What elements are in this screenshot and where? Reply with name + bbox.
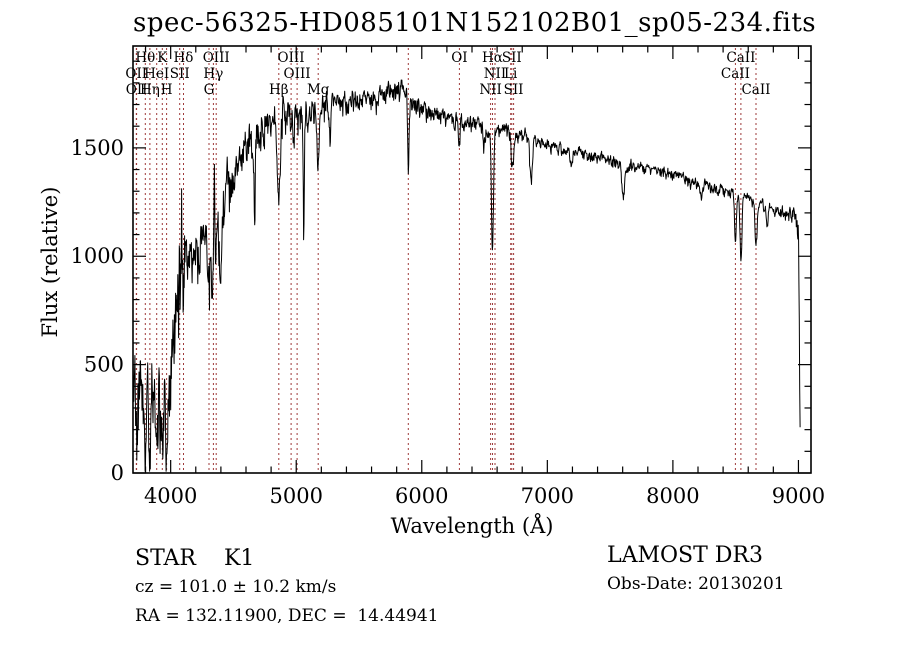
spectral-line-label: Hθ (135, 50, 155, 66)
cz-text: cz = 101.0 ± 10.2 km/s (135, 577, 337, 597)
page-title: spec-56325-HD085101N152102B01_sp05-234.f… (133, 8, 817, 38)
spectral-line-label: HeI (144, 66, 169, 82)
spectrum-trace (132, 79, 801, 472)
y-tick-label: 1000 (71, 244, 124, 268)
spectral-line-label: OII (125, 66, 147, 82)
spectral-line-label: Hδ (174, 50, 194, 66)
x-tick-label: 9000 (772, 484, 825, 508)
spectral-line-label: Li (504, 66, 518, 82)
x-tick-label: 6000 (395, 484, 448, 508)
y-tick-label: 500 (84, 353, 124, 377)
x-axis-title: Wavelength (Å) (391, 513, 554, 538)
spectral-line-label: K (157, 50, 168, 66)
spectral-line-label: OIII (203, 50, 230, 66)
spectral-line-label: Mg (307, 82, 330, 98)
spectral-line-label: Hα (482, 50, 503, 66)
spectral-line-label: OI (451, 50, 467, 66)
spectral-line-label: NII (479, 82, 501, 98)
plot-border (132, 45, 812, 474)
spectral-line-label: CaII (741, 82, 770, 98)
survey-text: LAMOST DR3 (607, 543, 763, 568)
spectral-line-label: SII (504, 82, 524, 98)
spectral-line-label: OIII (284, 66, 311, 82)
spectral-line-label: OII (126, 82, 148, 98)
spectral-line-label: H (161, 82, 173, 98)
spectral-line-label: CaII (721, 66, 750, 82)
x-tick-label: 4000 (144, 484, 197, 508)
star-class-text: STAR K1 (135, 546, 255, 571)
spectral-line-label: CaII (726, 50, 755, 66)
y-tick-label: 1500 (71, 136, 124, 160)
x-tick-label: 8000 (646, 484, 699, 508)
obsdate-text: Obs-Date: 20130201 (607, 574, 785, 594)
spectral-line-label: NII (484, 66, 506, 82)
spectral-line-label: G (204, 82, 215, 98)
spectral-line-label: Hγ (203, 66, 223, 82)
x-tick-label: 7000 (521, 484, 574, 508)
spectral-line-label: Hβ (269, 82, 289, 98)
radec-text: RA = 132.11900, DEC = 14.44941 (135, 606, 439, 626)
y-axis-title: Flux (relative) (38, 187, 62, 338)
spectral-line-label: SII (502, 50, 522, 66)
x-tick-label: 5000 (269, 484, 322, 508)
spectral-line-label: SII (170, 66, 190, 82)
spectral-line-label: OIII (278, 50, 305, 66)
y-tick-label: 0 (111, 461, 124, 485)
spectral-line-label: Hη (140, 82, 160, 98)
